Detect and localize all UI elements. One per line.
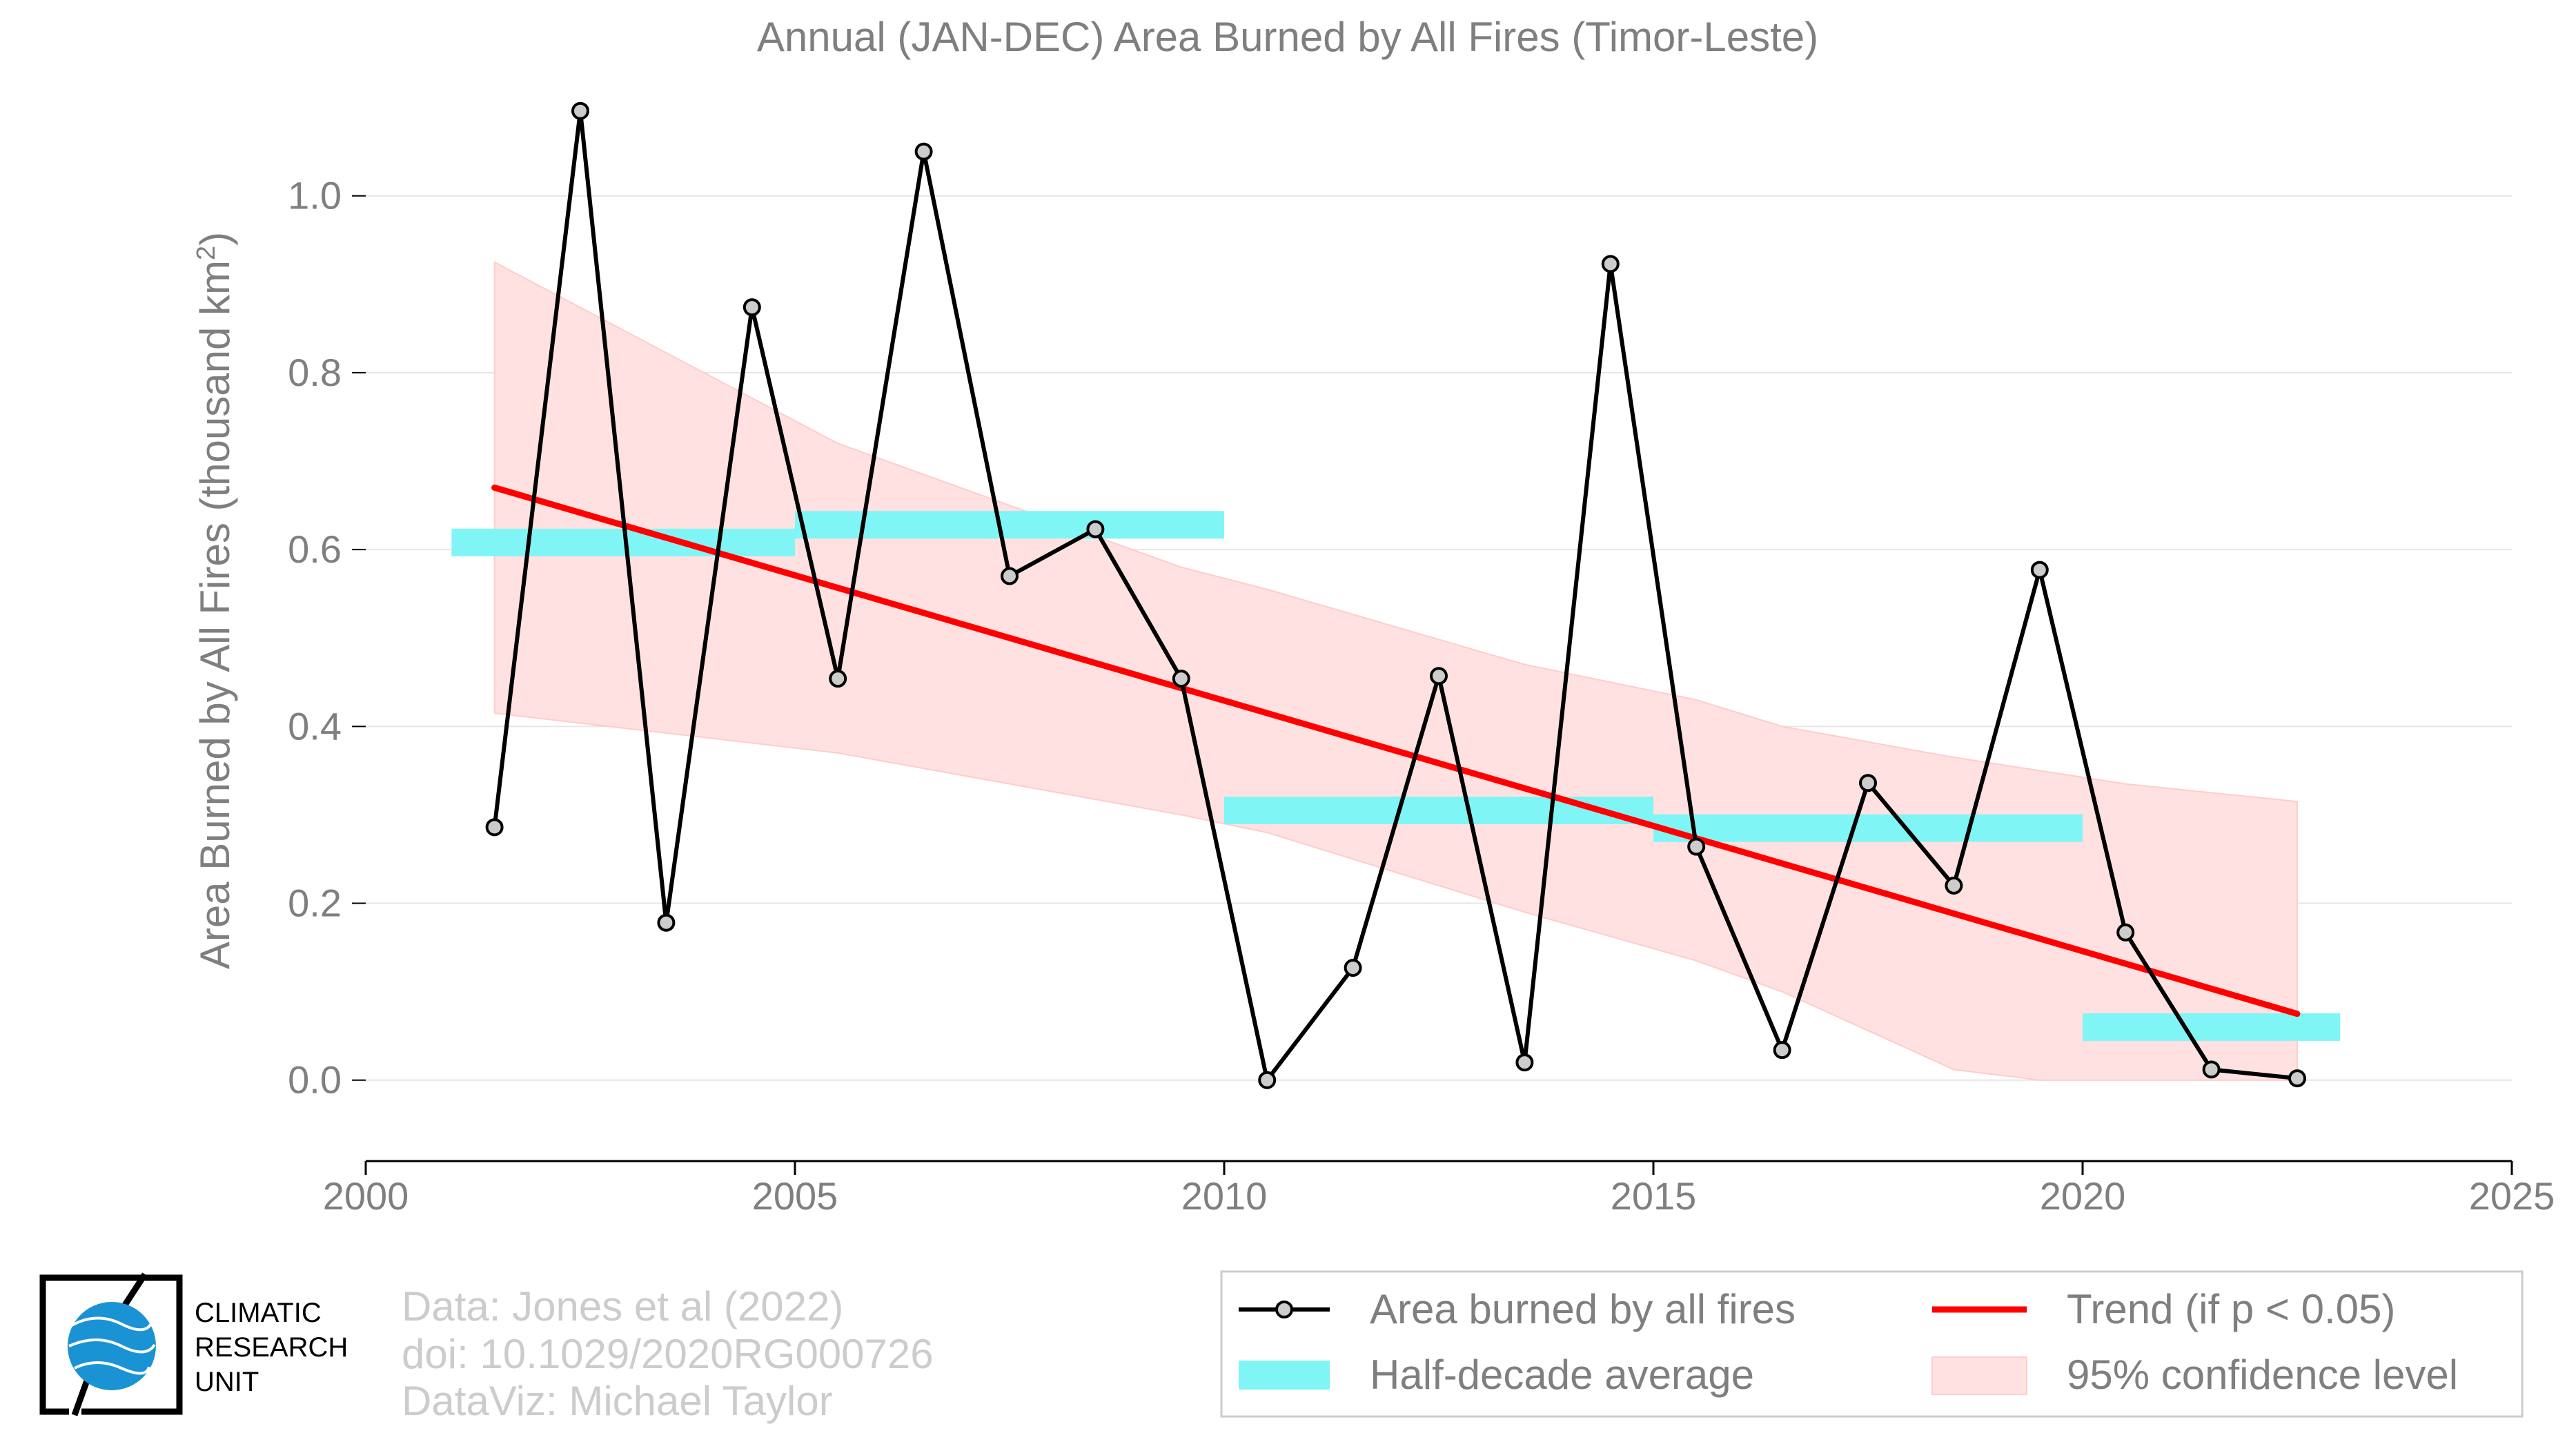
trend-line-path (491, 484, 2301, 1017)
area-point (485, 818, 504, 837)
y-axis-label-sup: 2 (192, 246, 221, 260)
area-point (1515, 1053, 1534, 1072)
y-tick-label: 1.0 (288, 174, 342, 217)
y-tick-label: 0.4 (288, 704, 342, 748)
credit-data: Data: Jones et al (2022) (402, 1283, 843, 1330)
area-point (1859, 774, 1877, 792)
globe-wave-3 (74, 1361, 150, 1375)
legend-avg-key (1239, 1361, 1330, 1390)
logo-slash-top (120, 1272, 148, 1310)
half-decade-bar (1224, 797, 1653, 825)
chart-title: Annual (JAN-DEC) Area Burned by All Fire… (757, 14, 1818, 60)
half-decade-averages (451, 511, 2341, 1041)
area-point (1430, 667, 1448, 685)
y-axis-label-end: ) (192, 232, 238, 246)
logo-text-research: RESEARCH (195, 1332, 348, 1363)
y-ticks: 0.0 0.2 0.4 0.6 0.8 1.0 (288, 174, 366, 1102)
x-tick-label: 2015 (1611, 1174, 1697, 1218)
area-point (2116, 923, 2135, 942)
logo-bracket-left (39, 1274, 148, 1415)
globe-icon (68, 1302, 156, 1390)
area-point (1945, 876, 1963, 895)
area-point (1773, 1041, 1791, 1060)
area-point (2202, 1060, 2221, 1079)
area-line (492, 108, 2298, 1082)
legend-label-confidence: 95% confidence level (2067, 1352, 2458, 1398)
legend-label-area: Area burned by all fires (1370, 1286, 1796, 1332)
x-tick-label: 2020 (2040, 1174, 2126, 1218)
logo-text-climatic: CLIMATIC (195, 1298, 322, 1328)
area-series (485, 101, 2306, 1089)
x-tick-label: 2025 (2469, 1174, 2555, 1218)
y-tick-label: 0.0 (288, 1058, 342, 1102)
logo-bracket-right (81, 1274, 183, 1415)
y-tick-label: 0.8 (288, 351, 342, 394)
credit-doi: doi: 10.1029/2020RG000726 (402, 1331, 934, 1377)
half-decade-bar (2083, 1013, 2341, 1041)
globe-wave-2 (68, 1338, 156, 1354)
confidence-band (493, 261, 2298, 1081)
logo-slash-bottom (71, 1379, 90, 1416)
y-axis-label: Area Burned by All Fires (thousand km2) (192, 232, 238, 969)
area-point (2030, 561, 2049, 579)
area-point (1001, 567, 1019, 585)
x-tick-label: 2010 (1181, 1174, 1268, 1218)
y-axis-label-main: Area Burned by All Fires (thousand km (192, 260, 238, 969)
x-ticks: 2000 2005 2010 2015 2020 2025 (323, 1161, 2555, 1218)
globe-wave-1 (71, 1316, 153, 1332)
area-point (1687, 837, 1706, 856)
area-point (1601, 255, 1620, 273)
area-point (1344, 959, 1362, 977)
area-point (743, 298, 761, 317)
logo-text-unit: UNIT (195, 1367, 259, 1397)
trend-line (491, 484, 2301, 1017)
legend: Area burned by all fires Half-decade ave… (1220, 1270, 2524, 1418)
legend-band-key (1931, 1356, 2027, 1395)
y-tick-label: 0.2 (288, 882, 342, 925)
y-tick-label: 0.6 (288, 527, 342, 571)
x-tick-label: 2000 (323, 1174, 409, 1218)
area-point (657, 913, 676, 932)
legend-marker-key (1275, 1301, 1293, 1318)
area-point (829, 670, 847, 688)
legend-label-average: Half-decade average (1370, 1352, 1754, 1398)
area-point (914, 142, 933, 161)
legend-label-trend: Trend (if p < 0.05) (2067, 1286, 2395, 1332)
legend-frame (1220, 1270, 2524, 1418)
half-decade-bar (1653, 814, 2083, 842)
area-point (2288, 1069, 2306, 1088)
confidence-band-area (493, 261, 2298, 1081)
area-point (571, 101, 589, 120)
credits: Data: Jones et al (2022) doi: 10.1029/20… (402, 1283, 934, 1424)
x-tick-label: 2005 (752, 1174, 838, 1218)
credit-dataviz: DataViz: Michael Taylor (402, 1378, 833, 1424)
area-point (1172, 670, 1190, 688)
area-point (1258, 1071, 1277, 1089)
area-point (1086, 520, 1105, 538)
cru-logo: CLIMATIC RESEARCH UNIT (39, 1272, 348, 1416)
